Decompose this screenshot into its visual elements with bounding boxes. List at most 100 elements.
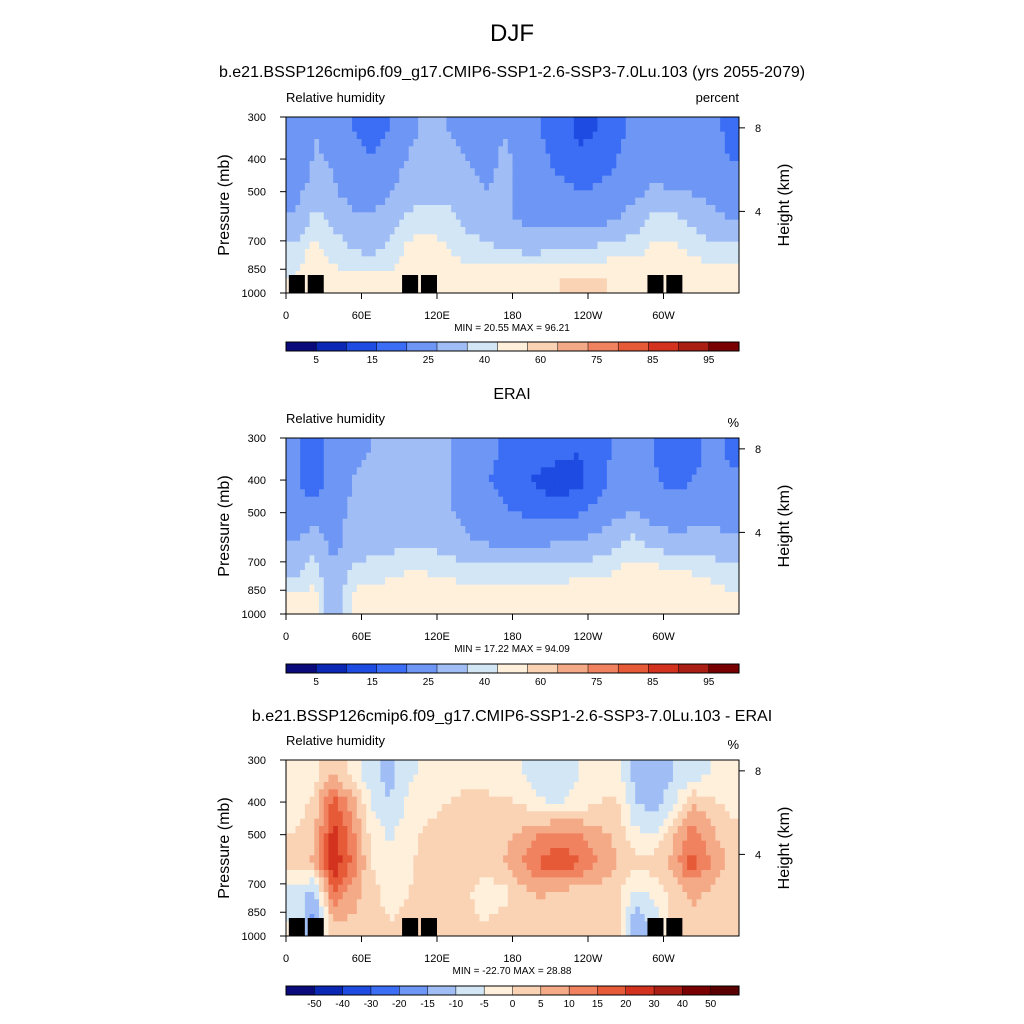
heatmap-cell (422, 555, 428, 564)
heatmap-cell (342, 190, 348, 199)
heatmap-cell (705, 592, 712, 600)
heatmap-cell (677, 460, 683, 468)
heatmap-cell (300, 760, 306, 768)
heatmap-cell (611, 511, 617, 520)
heatmap-cell (389, 190, 395, 199)
heatmap-cell (422, 175, 428, 184)
heatmap-cell (512, 153, 518, 162)
heatmap-cell (696, 131, 702, 140)
heatmap-cell (319, 504, 325, 512)
heatmap-cell (625, 540, 631, 549)
heatmap-cell (304, 212, 310, 221)
heatmap-cell (290, 518, 296, 527)
heatmap-cell (295, 205, 301, 213)
heatmap-cell (649, 438, 655, 446)
heatmap-cell (446, 139, 452, 147)
heatmap-cell (333, 146, 339, 155)
heatmap-cell (300, 592, 306, 600)
heatmap-cell (498, 460, 504, 468)
heatmap-cell (540, 234, 546, 243)
heatmap-cell (536, 584, 542, 593)
heatmap-cell (375, 774, 381, 783)
heatmap-cell (644, 197, 650, 206)
heatmap-cell (427, 570, 433, 578)
heatmap-cell (658, 606, 664, 615)
heatmap-cell (616, 445, 622, 454)
heatmap-cell (710, 460, 716, 468)
heatmap-cell (672, 153, 679, 162)
heatmap-cell (507, 474, 513, 483)
heatmap-cell (413, 511, 419, 520)
heatmap-cell (569, 577, 575, 586)
heatmap-cell (512, 760, 518, 768)
heatmap-cell (484, 467, 490, 476)
heatmap-cell (569, 278, 575, 287)
heatmap-cell (361, 227, 367, 235)
heatmap-cell (545, 504, 551, 512)
heatmap-cell (611, 518, 617, 527)
heatmap-cell (630, 592, 636, 600)
heatmap-cell (639, 540, 646, 549)
heatmap-cell (403, 234, 410, 243)
colorbar-swatch (648, 341, 680, 352)
panel-2-variable-label: Relative humidity (286, 411, 385, 426)
heatmap-cell (286, 445, 292, 454)
heatmap-cell (583, 175, 589, 184)
heatmap-cell (512, 474, 518, 483)
heatmap-cell (314, 227, 320, 235)
heatmap-cell (545, 606, 551, 615)
heatmap-cell (295, 249, 301, 257)
heatmap-cell (602, 146, 608, 155)
heatmap-cell (611, 249, 617, 257)
heatmap-cell (536, 234, 542, 243)
heatmap-cell (583, 474, 589, 483)
heatmap-cell (352, 212, 358, 221)
heatmap-cell (701, 146, 707, 155)
heatmap-cell (408, 606, 414, 615)
heatmap-cell (545, 234, 551, 243)
heatmap-cell (630, 219, 636, 228)
heatmap-cell (715, 474, 721, 483)
heatmap-cell (441, 131, 447, 140)
heatmap-cell (588, 212, 594, 221)
heatmap-cell (521, 767, 528, 776)
heatmap-cell (578, 117, 584, 125)
heatmap-cell (347, 227, 353, 235)
heatmap-cell (446, 278, 452, 287)
heatmap-cell (521, 599, 528, 608)
heatmap-cell (729, 584, 735, 593)
heatmap-cell (319, 606, 325, 615)
heatmap-cell (337, 227, 344, 235)
heatmap-cell (720, 518, 726, 527)
heatmap-cell (672, 767, 679, 776)
heatmap-cell (507, 285, 513, 294)
heatmap-cell (536, 452, 542, 461)
heatmap-cell (361, 197, 367, 206)
heatmap-cell (677, 577, 683, 586)
heatmap-cell (422, 504, 428, 512)
heatmap-cell (654, 175, 660, 184)
heatmap-cell (616, 205, 622, 213)
heatmap-cell (639, 219, 646, 228)
heatmap-cell (691, 256, 697, 265)
heatmap-cell (479, 489, 485, 498)
heatmap-cell (611, 592, 617, 600)
heatmap-cell (583, 249, 589, 257)
heatmap-cell (597, 760, 603, 768)
colorbar-label: 15 (367, 677, 379, 688)
figure-title: DJF (490, 20, 534, 47)
heatmap-cell (441, 263, 447, 272)
heatmap-cell (526, 131, 532, 140)
heatmap-cell (286, 205, 292, 213)
heatmap-cell (720, 168, 726, 177)
heatmap-cell (347, 161, 353, 169)
heatmap-cell (470, 256, 476, 265)
heatmap-cell (526, 212, 532, 221)
heatmap-cell (654, 592, 660, 600)
heatmap-cell (300, 548, 306, 556)
heatmap-cell (370, 190, 377, 199)
heatmap-cell (380, 504, 386, 512)
heatmap-cell (333, 577, 339, 586)
heatmap-cell (295, 219, 301, 228)
heatmap-cell (540, 774, 546, 783)
